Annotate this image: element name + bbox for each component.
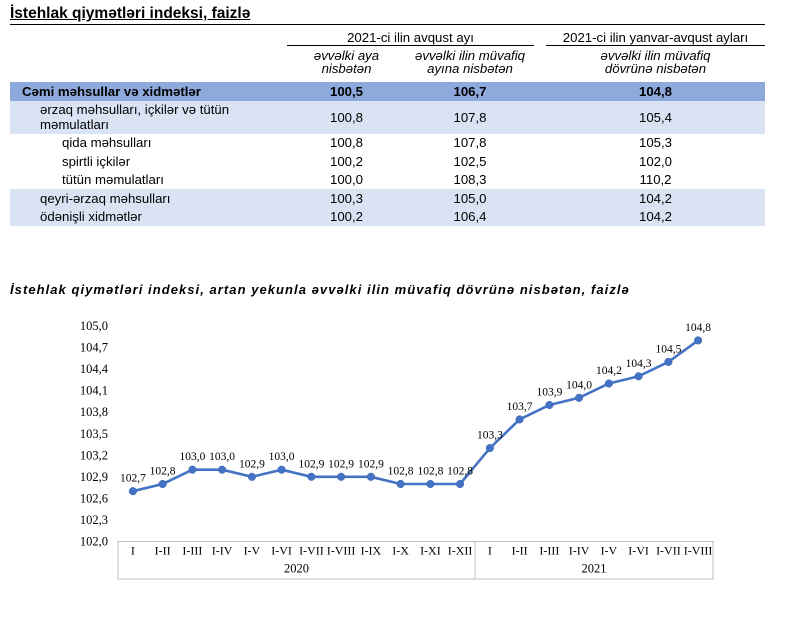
svg-text:104,5: 104,5	[655, 343, 681, 355]
svg-text:104,1: 104,1	[80, 384, 108, 398]
svg-text:104,7: 104,7	[80, 341, 108, 355]
svg-text:102,9: 102,9	[328, 458, 354, 470]
svg-text:104,3: 104,3	[626, 358, 652, 370]
svg-text:I-IV: I-IV	[212, 544, 233, 558]
svg-text:I-II: I-II	[512, 544, 528, 558]
svg-text:102,9: 102,9	[358, 458, 384, 470]
svg-text:I-VIII: I-VIII	[684, 544, 713, 558]
svg-text:2020: 2020	[284, 562, 309, 576]
svg-text:104,2: 104,2	[596, 365, 622, 377]
svg-text:104,4: 104,4	[80, 362, 109, 376]
svg-text:I-III: I-III	[539, 544, 559, 558]
svg-text:I-X: I-X	[392, 544, 409, 558]
svg-text:103,7: 103,7	[507, 401, 533, 413]
svg-text:I-XII: I-XII	[448, 544, 473, 558]
svg-text:105,0: 105,0	[80, 319, 108, 333]
svg-text:102,8: 102,8	[447, 466, 473, 478]
svg-text:103,0: 103,0	[209, 451, 235, 463]
svg-text:103,9: 103,9	[536, 387, 562, 399]
svg-text:I-IV: I-IV	[569, 544, 590, 558]
svg-text:I-VI: I-VI	[271, 544, 292, 558]
svg-text:104,8: 104,8	[685, 322, 711, 334]
svg-text:102,0: 102,0	[80, 535, 108, 549]
svg-text:102,3: 102,3	[80, 513, 108, 527]
svg-text:104,0: 104,0	[566, 379, 592, 391]
svg-text:I-VII: I-VII	[656, 544, 681, 558]
svg-text:103,3: 103,3	[477, 430, 503, 442]
svg-text:I-VI: I-VI	[628, 544, 649, 558]
svg-text:I-VII: I-VII	[299, 544, 324, 558]
svg-text:103,8: 103,8	[80, 405, 108, 419]
svg-text:I-XI: I-XI	[420, 544, 441, 558]
svg-text:I-V: I-V	[601, 544, 618, 558]
svg-text:102,9: 102,9	[239, 458, 265, 470]
svg-text:102,9: 102,9	[80, 470, 108, 484]
svg-text:103,0: 103,0	[179, 451, 205, 463]
svg-text:102,6: 102,6	[80, 491, 108, 505]
svg-text:102,8: 102,8	[150, 466, 176, 478]
svg-text:103,0: 103,0	[269, 451, 295, 463]
svg-text:I-III: I-III	[182, 544, 202, 558]
svg-text:102,7: 102,7	[120, 473, 146, 485]
svg-text:2021: 2021	[582, 562, 607, 576]
svg-text:102,9: 102,9	[298, 458, 324, 470]
svg-text:I-V: I-V	[244, 544, 261, 558]
svg-text:103,2: 103,2	[80, 448, 108, 462]
svg-text:102,8: 102,8	[388, 466, 414, 478]
svg-text:103,5: 103,5	[80, 427, 108, 441]
svg-text:I-VIII: I-VIII	[327, 544, 356, 558]
svg-text:I-IX: I-IX	[361, 544, 382, 558]
svg-text:I: I	[488, 544, 492, 558]
svg-text:I-II: I-II	[155, 544, 171, 558]
svg-text:I: I	[131, 544, 135, 558]
svg-text:102,8: 102,8	[417, 466, 443, 478]
